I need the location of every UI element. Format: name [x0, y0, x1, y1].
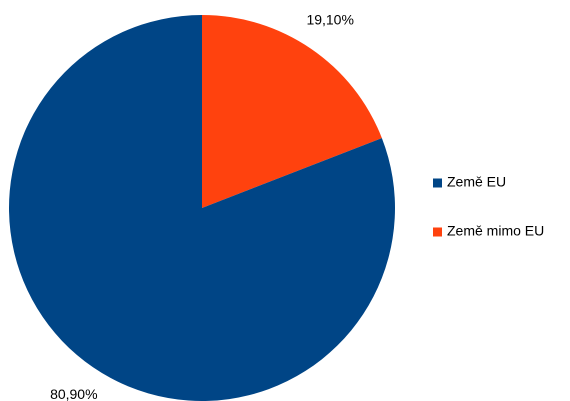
legend-swatch: [433, 227, 442, 237]
slice-label: 80,90%: [50, 386, 97, 401]
pie-slice: [202, 15, 382, 208]
legend-label: Země EU: [447, 174, 506, 190]
legend-label: Země mimo EU: [447, 223, 544, 239]
legend-swatch: [433, 178, 442, 188]
slice-label: 19,10%: [306, 11, 353, 27]
pie-slice: [8, 15, 395, 401]
